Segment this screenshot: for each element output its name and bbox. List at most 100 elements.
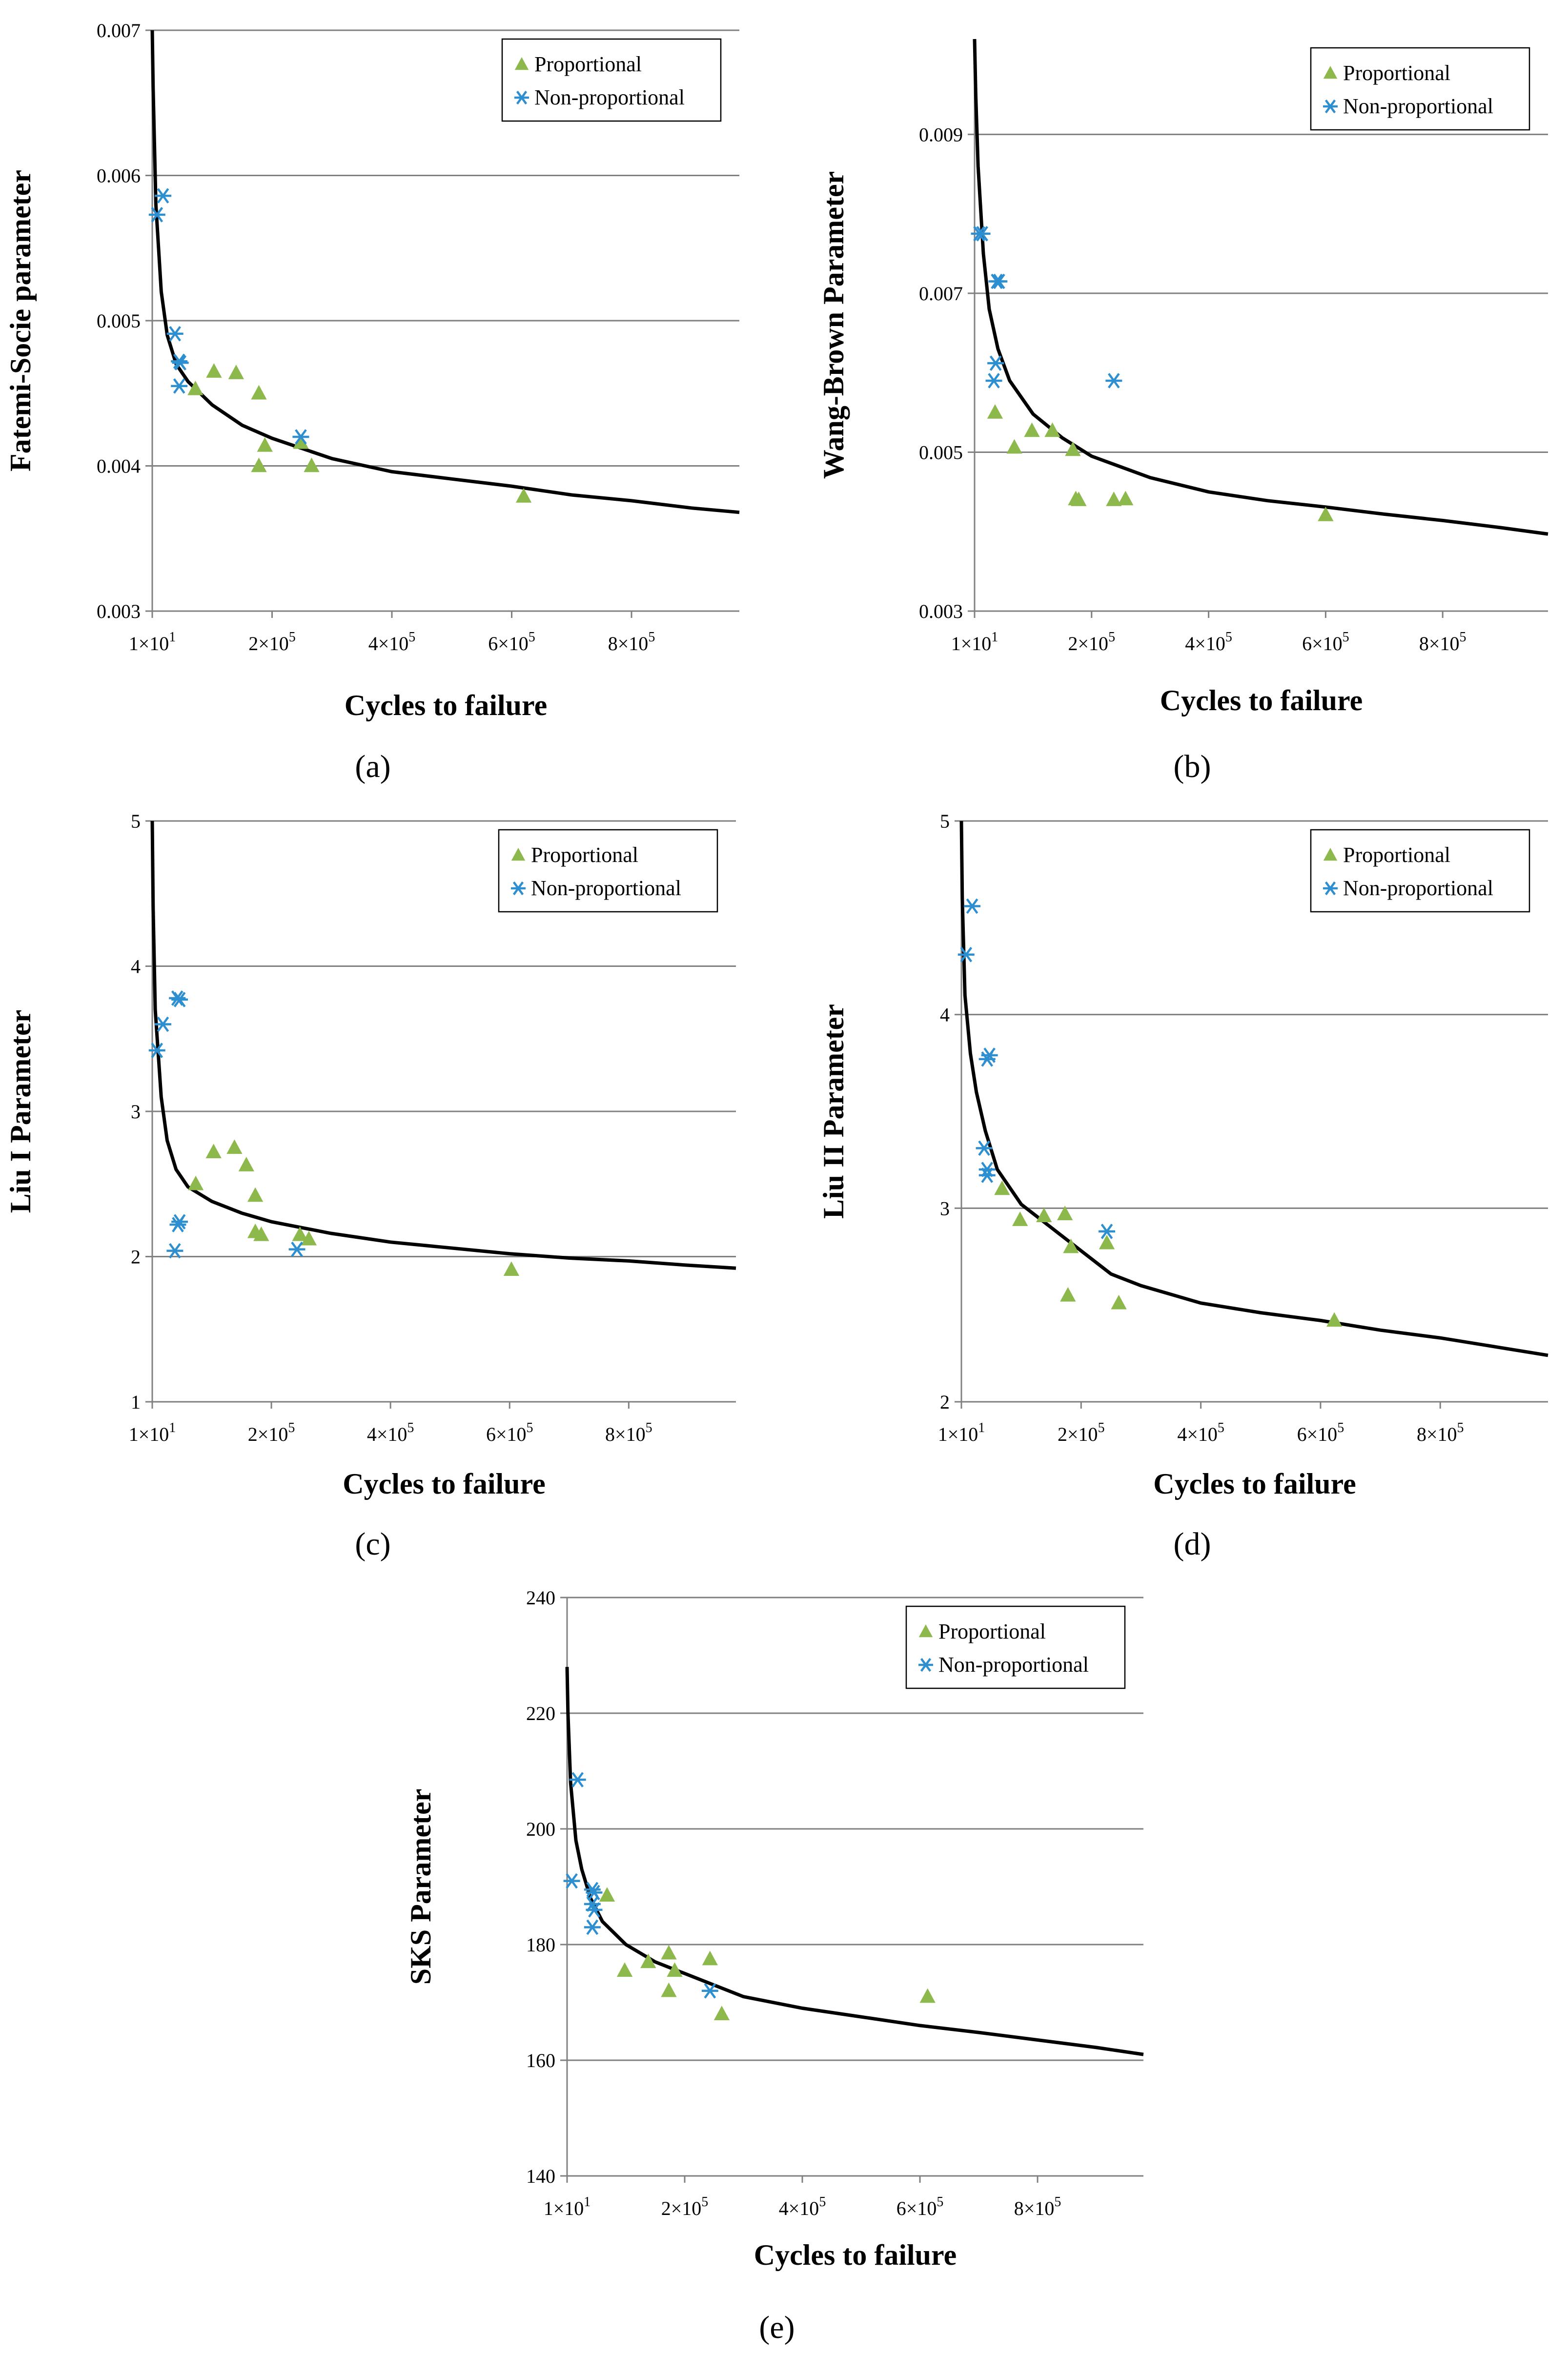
proportional-point [1012, 1211, 1028, 1226]
x-tick-label: 6×105 [1302, 630, 1349, 655]
non-proportional-point [978, 1168, 996, 1183]
non-proportional-point [1099, 1224, 1116, 1239]
non-proportional-point [292, 429, 309, 445]
x-tick-exponent: 5 [1337, 1420, 1344, 1435]
x-tick-mantissa: 4×10 [1185, 633, 1225, 655]
x-tick-label: 8×105 [608, 630, 655, 655]
y-tick-label: 5 [940, 810, 950, 832]
x-tick-label: 4×105 [1177, 1420, 1224, 1445]
x-tick-label: 1×101 [129, 630, 176, 655]
proportional-point [1065, 441, 1081, 456]
y-axis-title: Fatemi-Socie parameter [4, 170, 37, 471]
y-tick-label: 0.004 [97, 455, 141, 477]
proportional-point [661, 1982, 677, 1997]
non-proportional-point [1105, 373, 1122, 389]
y-axis-title: Liu I Parameter [4, 1010, 37, 1213]
y-axis-title: SKS Parameter [405, 1789, 437, 1985]
non-proportional-point [985, 373, 1002, 389]
non-proportional-point [987, 355, 1004, 371]
x-tick-label: 8×105 [1417, 1420, 1464, 1445]
proportional-point [1326, 1312, 1343, 1327]
proportional-point [713, 2006, 730, 2020]
x-tick-exponent: 1 [991, 630, 998, 645]
proportional-point [1060, 1287, 1076, 1302]
proportional-point [238, 1157, 254, 1171]
x-tick-label: 4×105 [1185, 630, 1232, 655]
x-tick-mantissa: 4×10 [1177, 1423, 1218, 1445]
proportional-point [1118, 491, 1134, 506]
legend: Proportional Non-proportional [498, 829, 718, 913]
legend-proportional-marker [1323, 848, 1338, 861]
x-tick-label: 4×105 [368, 630, 416, 655]
non-proportional-point [586, 1902, 603, 1918]
x-tick-exponent: 5 [288, 1420, 295, 1435]
x-tick-label: 1×101 [129, 1420, 176, 1445]
x-tick-exponent: 5 [1218, 1420, 1224, 1435]
y-tick-label: 0.007 [97, 20, 141, 41]
fit-curve [150, 30, 740, 514]
x-tick-mantissa: 8×10 [1417, 1423, 1457, 1445]
proportional-point [919, 1988, 936, 2003]
y-tick-label: 0.009 [919, 123, 963, 145]
y-tick-label: 0.007 [919, 283, 963, 305]
y-tick-label: 0.006 [97, 165, 141, 187]
legend-non-proportional-label: Non-proportional [938, 1653, 1089, 1677]
x-tick-mantissa: 6×10 [486, 1423, 527, 1445]
x-tick-exponent: 5 [1108, 630, 1115, 645]
proportional-point [257, 437, 273, 452]
legend-proportional-label: Proportional [1343, 843, 1450, 867]
non-proportional-point [154, 1016, 171, 1032]
legend-box [498, 829, 718, 913]
legend-proportional-marker [514, 57, 529, 70]
proportional-point [1057, 1206, 1073, 1220]
x-tick-exponent: 5 [527, 1420, 533, 1435]
x-tick-label: 8×105 [605, 1420, 652, 1445]
proportional-point [206, 363, 222, 378]
legend-proportional-label: Proportional [1343, 61, 1450, 85]
y-tick-label: 0.003 [97, 600, 141, 622]
x-tick-label: 4×105 [367, 1420, 414, 1445]
x-tick-label: 2×105 [661, 2194, 709, 2219]
x-tick-mantissa: 6×10 [1297, 1423, 1338, 1445]
proportional-point [667, 1962, 683, 1977]
proportional-point [1036, 1208, 1052, 1222]
legend: Proportional Non-proportional [905, 1605, 1126, 1689]
proportional-point [205, 1144, 222, 1159]
legend-proportional-marker [1323, 66, 1338, 79]
x-tick-mantissa: 2×10 [248, 1423, 288, 1445]
x-tick-label: 6×105 [896, 2194, 944, 2219]
legend: Proportional Non-proportional [501, 38, 722, 122]
y-tick-label: 220 [526, 1702, 555, 1724]
x-tick-mantissa: 4×10 [367, 1423, 407, 1445]
x-tick-exponent: 5 [289, 630, 296, 645]
legend-box [501, 38, 722, 122]
non-proportional-point [169, 1217, 186, 1232]
non-proportional-point [991, 273, 1008, 289]
panel-label: (e) [759, 2310, 794, 2345]
x-tick-exponent: 5 [819, 2194, 826, 2210]
legend-proportional-label: Proportional [534, 52, 642, 76]
x-tick-exponent: 5 [648, 630, 655, 645]
panel-label: (c) [355, 1526, 390, 1562]
x-tick-mantissa: 1×10 [129, 1423, 169, 1445]
proportional-point [1111, 1294, 1127, 1310]
proportional-point [187, 1175, 204, 1190]
x-axis-title: Cycles to failure [754, 2239, 957, 2271]
proportional-point [1099, 1234, 1115, 1250]
x-tick-exponent: 5 [1098, 1420, 1105, 1435]
x-tick-exponent: 5 [1225, 630, 1232, 645]
x-tick-label: 8×105 [1014, 2194, 1061, 2219]
legend-box [905, 1605, 1126, 1689]
x-tick-exponent: 5 [1457, 1420, 1464, 1435]
y-tick-label: 3 [940, 1197, 950, 1219]
proportional-point [987, 404, 1003, 419]
x-tick-label: 2×105 [1058, 1420, 1105, 1445]
x-tick-label: 1×101 [938, 1420, 985, 1445]
x-tick-mantissa: 2×10 [248, 633, 289, 655]
x-tick-mantissa: 4×10 [779, 2197, 819, 2219]
y-tick-label: 0.003 [919, 600, 963, 622]
legend-non-proportional-marker [1323, 881, 1338, 896]
